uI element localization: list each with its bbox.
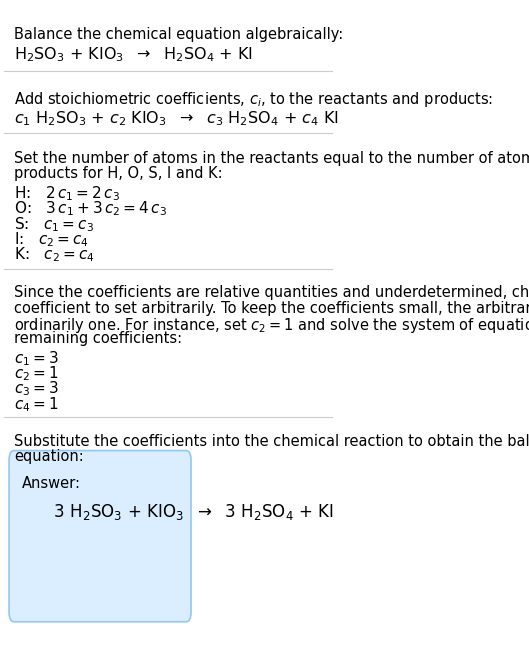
Text: equation:: equation:: [14, 449, 84, 465]
Text: 3 H$_2$SO$_3$ + KIO$_3$  $\rightarrow$  3 H$_2$SO$_4$ + KI: 3 H$_2$SO$_3$ + KIO$_3$ $\rightarrow$ 3 …: [22, 502, 334, 522]
Text: H$_2$SO$_3$ + KIO$_3$  $\rightarrow$  H$_2$SO$_4$ + KI: H$_2$SO$_3$ + KIO$_3$ $\rightarrow$ H$_2…: [14, 46, 253, 65]
Text: S:   $c_1 = c_3$: S: $c_1 = c_3$: [14, 215, 94, 234]
FancyBboxPatch shape: [9, 450, 191, 622]
Text: ordinarily one. For instance, set $c_2 = 1$ and solve the system of equations fo: ordinarily one. For instance, set $c_2 =…: [14, 316, 529, 335]
Text: remaining coefficients:: remaining coefficients:: [14, 331, 182, 346]
Text: I:   $c_2 = c_4$: I: $c_2 = c_4$: [14, 230, 89, 249]
Text: O:   $3\,c_1 + 3\,c_2 = 4\,c_3$: O: $3\,c_1 + 3\,c_2 = 4\,c_3$: [14, 199, 167, 218]
Text: H:   $2\,c_1 = 2\,c_3$: H: $2\,c_1 = 2\,c_3$: [14, 184, 120, 203]
Text: Answer:: Answer:: [22, 476, 81, 490]
Text: K:   $c_2 = c_4$: K: $c_2 = c_4$: [14, 246, 95, 264]
Text: products for H, O, S, I and K:: products for H, O, S, I and K:: [14, 166, 223, 181]
Text: $c_1$ H$_2$SO$_3$ + $c_2$ KIO$_3$  $\rightarrow$  $c_3$ H$_2$SO$_4$ + $c_4$ KI: $c_1$ H$_2$SO$_3$ + $c_2$ KIO$_3$ $\righ…: [14, 109, 339, 128]
Text: Set the number of atoms in the reactants equal to the number of atoms in the: Set the number of atoms in the reactants…: [14, 151, 529, 166]
Text: Balance the chemical equation algebraically:: Balance the chemical equation algebraica…: [14, 27, 343, 41]
Text: $c_2 = 1$: $c_2 = 1$: [14, 364, 59, 383]
Text: $c_3 = 3$: $c_3 = 3$: [14, 380, 59, 399]
Text: Add stoichiometric coefficients, $c_i$, to the reactants and products:: Add stoichiometric coefficients, $c_i$, …: [14, 91, 493, 109]
Text: $c_4 = 1$: $c_4 = 1$: [14, 395, 59, 413]
Text: Substitute the coefficients into the chemical reaction to obtain the balanced: Substitute the coefficients into the che…: [14, 434, 529, 449]
Text: $c_1 = 3$: $c_1 = 3$: [14, 349, 59, 367]
Text: Since the coefficients are relative quantities and underdetermined, choose a: Since the coefficients are relative quan…: [14, 285, 529, 300]
Text: coefficient to set arbitrarily. To keep the coefficients small, the arbitrary va: coefficient to set arbitrarily. To keep …: [14, 300, 529, 316]
